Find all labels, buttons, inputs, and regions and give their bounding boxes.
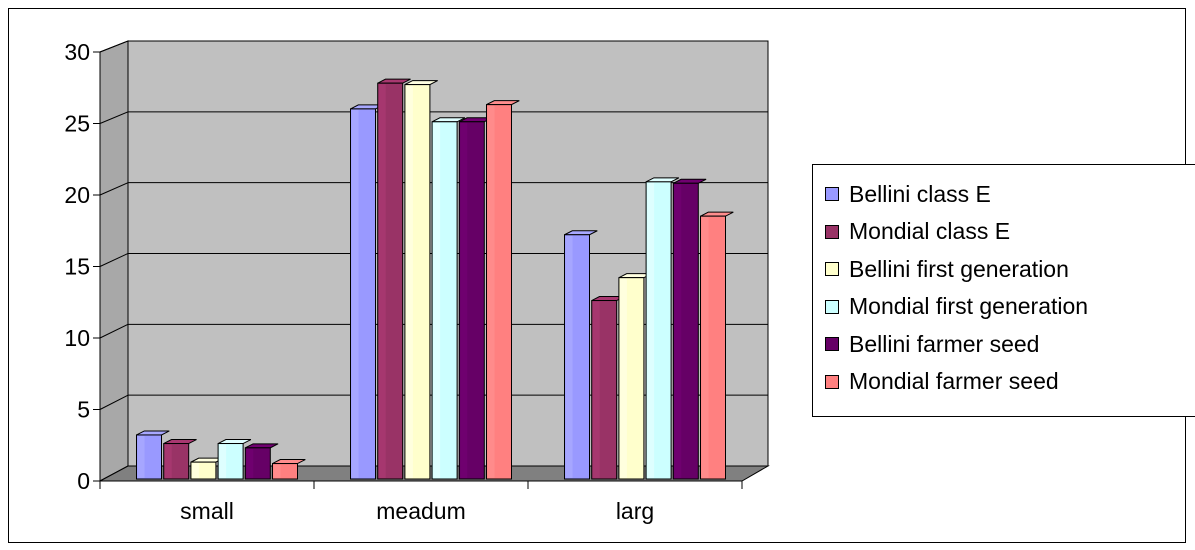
bar bbox=[672, 178, 707, 480]
y-tick-label: 25 bbox=[64, 111, 90, 137]
bar-front bbox=[244, 447, 271, 480]
legend-swatch bbox=[825, 337, 839, 351]
legend-swatch bbox=[825, 374, 839, 389]
bar-front bbox=[458, 121, 485, 480]
bar-highlight bbox=[191, 463, 199, 478]
bar bbox=[244, 443, 279, 480]
plot-side-wall bbox=[99, 40, 129, 482]
y-tick-label: 5 bbox=[77, 397, 90, 423]
bar bbox=[618, 273, 652, 480]
gridline-side bbox=[99, 394, 129, 410]
legend-label: Mondial farmer seed bbox=[849, 368, 1059, 394]
bar bbox=[217, 439, 252, 480]
x-tick-label: meadum bbox=[376, 498, 465, 524]
bar-front bbox=[564, 234, 590, 480]
legend-item: Bellini first generation bbox=[825, 254, 1069, 284]
legend-label: Mondial class E bbox=[849, 218, 1011, 244]
bar bbox=[136, 430, 170, 480]
bar bbox=[564, 230, 598, 480]
gridline-side bbox=[99, 40, 129, 53]
x-tick-label: larg bbox=[616, 498, 654, 524]
bar-front bbox=[645, 181, 672, 480]
y-tick-label: 15 bbox=[64, 254, 90, 280]
legend-item: Mondial farmer seed bbox=[825, 367, 1059, 397]
chart-frame: 0 5 10 15 20 25 30 small meadum larg Bellini clas… bbox=[8, 8, 1195, 543]
bar bbox=[458, 117, 493, 480]
bar-highlight bbox=[487, 105, 495, 479]
bar-front bbox=[377, 82, 404, 480]
legend-item: Bellini class E bbox=[825, 179, 991, 209]
y-tick-label: 0 bbox=[77, 468, 90, 494]
gridline-side bbox=[99, 323, 129, 339]
bar-highlight bbox=[246, 448, 254, 478]
bar-front bbox=[136, 434, 162, 480]
bar-highlight bbox=[433, 122, 441, 478]
bar-highlight bbox=[460, 122, 468, 478]
bar bbox=[645, 177, 680, 480]
bar bbox=[350, 104, 384, 480]
bar-front bbox=[672, 182, 699, 480]
bar-front bbox=[272, 463, 298, 480]
legend-label: Mondial first generation bbox=[849, 293, 1089, 319]
bar-highlight bbox=[565, 235, 573, 478]
legend-item: Bellini farmer seed bbox=[825, 329, 1039, 359]
bar bbox=[486, 100, 520, 480]
legend-label: Bellini first generation bbox=[849, 255, 1069, 282]
bar-highlight bbox=[647, 182, 655, 478]
legend-swatch bbox=[825, 299, 839, 314]
gridline-side bbox=[99, 182, 129, 196]
bar-front bbox=[431, 121, 458, 480]
bar-front bbox=[700, 215, 726, 480]
bar-front bbox=[217, 443, 244, 480]
legend-label: Bellini class E bbox=[849, 180, 991, 207]
bar bbox=[272, 459, 306, 480]
bar bbox=[377, 78, 411, 480]
bar bbox=[404, 80, 438, 480]
bar-front bbox=[486, 104, 512, 480]
bar-front bbox=[404, 84, 431, 480]
bar bbox=[700, 211, 734, 480]
bar-highlight bbox=[351, 109, 359, 478]
bar-highlight bbox=[164, 444, 172, 478]
bar-front bbox=[163, 443, 190, 480]
gridline-side bbox=[99, 111, 129, 124]
bar-highlight bbox=[378, 84, 386, 479]
bar-highlight bbox=[219, 444, 227, 478]
y-tick-label: 20 bbox=[64, 182, 90, 208]
legend-swatch bbox=[825, 262, 839, 276]
bar-front bbox=[591, 300, 618, 480]
legend-item: Mondial class E bbox=[825, 217, 1010, 247]
bar-highlight bbox=[592, 301, 600, 478]
bar bbox=[431, 117, 466, 480]
bar-front bbox=[190, 461, 217, 480]
bar-highlight bbox=[701, 217, 709, 478]
legend-swatch bbox=[825, 224, 839, 239]
legend-item: Mondial first generation bbox=[825, 292, 1088, 322]
bar-highlight bbox=[405, 85, 413, 478]
bar-front bbox=[350, 108, 376, 480]
x-tick-label: small bbox=[180, 498, 234, 524]
chart-plot: 0 5 10 15 20 25 30 small meadum larg bbox=[64, 39, 770, 524]
bar bbox=[591, 296, 625, 480]
legend: Bellini class E Mondial class E Bellini fi… bbox=[812, 164, 1195, 417]
bar bbox=[163, 439, 197, 480]
legend-swatch bbox=[825, 187, 839, 201]
bar-front bbox=[618, 277, 645, 480]
bar-highlight bbox=[674, 184, 682, 478]
bar-highlight bbox=[273, 464, 281, 478]
y-tick-label: 30 bbox=[64, 39, 90, 65]
bar-highlight bbox=[137, 435, 145, 478]
y-tick-label: 10 bbox=[64, 325, 90, 351]
gridline-side bbox=[99, 253, 129, 267]
legend-label: Bellini farmer seed bbox=[849, 330, 1040, 357]
bar-highlight bbox=[619, 278, 627, 478]
